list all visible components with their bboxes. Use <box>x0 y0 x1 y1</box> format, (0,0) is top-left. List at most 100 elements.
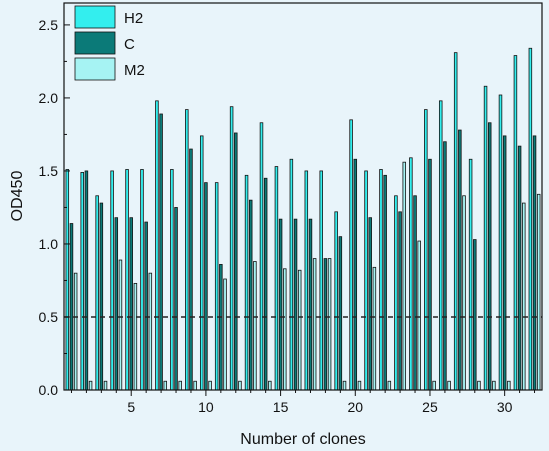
legend-swatch-h2 <box>74 5 116 29</box>
bar-m2-5 <box>133 282 138 391</box>
bar-c-22 <box>383 174 387 391</box>
bar-m2-8 <box>178 380 182 391</box>
bar-m2-24 <box>417 240 421 391</box>
x-tick-label: 15 <box>273 399 289 415</box>
bar-c-31 <box>517 145 522 391</box>
bar-m2-28 <box>477 380 481 391</box>
bar-c-14 <box>263 177 268 391</box>
legend-label-h2: H2 <box>124 10 143 27</box>
bar-c-1 <box>69 223 74 391</box>
bar-h2-22 <box>379 169 383 391</box>
y-tick-label: 2.5 <box>39 17 59 33</box>
bar-h2-20 <box>349 119 353 391</box>
bar-h2-14 <box>259 122 264 391</box>
bar-h2-10 <box>199 135 204 391</box>
y-tick-label: 1.0 <box>39 236 59 252</box>
bar-c-30 <box>502 135 507 391</box>
bar-h2-26 <box>438 100 443 391</box>
bar-m2-10 <box>208 380 212 391</box>
bar-h2-32 <box>528 47 533 391</box>
bar-m2-22 <box>387 380 392 391</box>
x-tick-label: 30 <box>497 399 513 415</box>
bar-c-7 <box>159 113 163 391</box>
bar-c-8 <box>174 207 178 391</box>
bar-c-13 <box>248 199 253 391</box>
bar-c-27 <box>458 129 462 391</box>
bar-m2-6 <box>148 272 153 391</box>
legend-label-c: C <box>124 36 135 53</box>
x-tick-label: 10 <box>198 399 214 415</box>
bar-h2-3 <box>95 195 99 391</box>
bar-c-5 <box>129 217 133 391</box>
bar-h2-1 <box>65 169 70 391</box>
bar-h2-30 <box>498 94 503 391</box>
bar-m2-29 <box>492 380 496 391</box>
bar-c-29 <box>487 122 492 391</box>
bar-h2-27 <box>453 52 458 391</box>
bar-h2-19 <box>334 211 338 391</box>
bar-c-21 <box>368 217 372 391</box>
bar-h2-9 <box>185 109 189 391</box>
bar-m2-4 <box>118 259 123 391</box>
bar-h2-7 <box>155 100 159 391</box>
bar-m2-19 <box>342 380 347 391</box>
bar-h2-18 <box>319 170 323 391</box>
bar-c-10 <box>204 182 208 391</box>
bar-m2-18 <box>327 258 332 391</box>
bar-h2-16 <box>289 158 294 391</box>
bar-c-18 <box>323 258 328 391</box>
legend-label-m2: M2 <box>124 62 145 79</box>
bar-h2-11 <box>214 182 219 391</box>
bar-m2-12 <box>238 380 242 391</box>
bar-m2-31 <box>522 202 526 391</box>
bar-m2-1 <box>73 272 78 391</box>
bar-m2-32 <box>536 193 541 391</box>
bar-m2-25 <box>432 380 436 391</box>
bar-h2-4 <box>110 170 114 391</box>
bar-c-2 <box>84 170 89 391</box>
y-tick-label: 0.0 <box>39 382 59 398</box>
bar-h2-8 <box>170 169 174 391</box>
x-tick-label: 25 <box>422 399 438 415</box>
bar-c-25 <box>428 158 432 391</box>
bar-m2-23 <box>402 161 407 391</box>
bar-h2-6 <box>140 169 144 391</box>
x-tick-label: 5 <box>127 399 135 415</box>
bar-c-26 <box>443 141 447 391</box>
bar-h2-25 <box>424 109 428 391</box>
bar-c-4 <box>114 217 119 391</box>
bar-m2-3 <box>103 380 108 391</box>
bar-c-17 <box>308 218 313 391</box>
bar-h2-2 <box>80 171 84 391</box>
bar-h2-21 <box>364 170 368 391</box>
bar-c-28 <box>473 239 477 391</box>
x-axis-title: Number of clones <box>240 431 365 448</box>
bar-c-6 <box>144 221 148 391</box>
bar-h2-17 <box>304 170 309 391</box>
plot-frame <box>63 2 543 391</box>
bar-m2-27 <box>462 195 466 391</box>
bar-m2-21 <box>372 266 377 391</box>
legend-swatch-c <box>74 31 116 55</box>
bar-c-16 <box>293 218 298 391</box>
bar-m2-26 <box>447 380 451 391</box>
bar-h2-28 <box>468 158 473 391</box>
bar-m2-17 <box>312 258 317 391</box>
bar-h2-15 <box>274 166 279 391</box>
bar-m2-15 <box>283 268 287 391</box>
bar-m2-11 <box>223 278 227 391</box>
bar-h2-12 <box>229 106 234 391</box>
bar-h2-23 <box>394 195 398 391</box>
bar-c-20 <box>353 158 358 391</box>
bar-m2-14 <box>268 380 272 391</box>
bar-c-11 <box>219 264 223 391</box>
y-tick-label: 0.5 <box>39 309 59 325</box>
y-axis-title: OD450 <box>9 171 26 222</box>
bar-c-15 <box>278 218 283 391</box>
bar-c-19 <box>338 236 343 391</box>
bar-c-24 <box>413 195 417 391</box>
x-tick-label: 20 <box>347 399 363 415</box>
bar-c-9 <box>189 148 193 391</box>
bar-m2-30 <box>507 380 511 391</box>
